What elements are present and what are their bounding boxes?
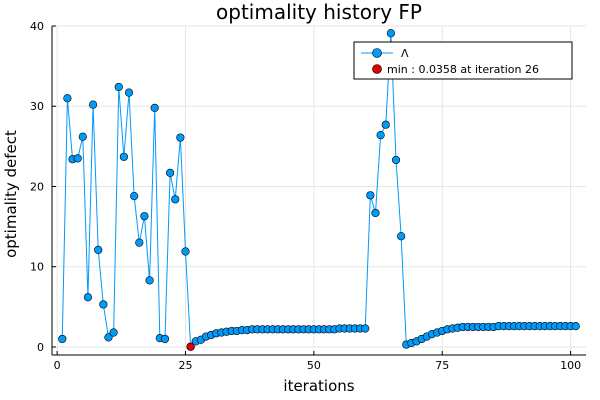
y-tick-label: 40 bbox=[30, 20, 44, 33]
data-point bbox=[140, 212, 149, 221]
data-point bbox=[73, 154, 82, 163]
data-point bbox=[114, 82, 123, 92]
data-point bbox=[78, 132, 87, 141]
data-point bbox=[135, 238, 144, 247]
data-point bbox=[381, 120, 390, 129]
data-point bbox=[94, 245, 103, 254]
data-point bbox=[386, 29, 395, 38]
data-point bbox=[150, 103, 159, 112]
series-lines bbox=[61, 33, 576, 348]
data-point bbox=[571, 322, 580, 331]
legend: Λ min : 0.0358 at iteration 26 bbox=[353, 41, 573, 80]
data-point bbox=[371, 208, 380, 218]
chart-title: optimality history FP bbox=[216, 0, 422, 24]
legend-box bbox=[353, 41, 573, 80]
y-tick-label: 10 bbox=[30, 261, 44, 274]
x-tick-label: 75 bbox=[435, 359, 449, 372]
legend-min-marker-swatch bbox=[372, 64, 382, 74]
y-tick-label: 0 bbox=[37, 341, 44, 354]
data-point bbox=[58, 334, 67, 344]
data-point bbox=[171, 195, 180, 204]
data-point bbox=[181, 247, 190, 256]
data-point bbox=[88, 100, 98, 109]
data-point bbox=[160, 334, 170, 344]
grid bbox=[52, 25, 586, 355]
y-tick-label: 30 bbox=[30, 100, 44, 113]
data-point bbox=[130, 192, 139, 201]
min-point bbox=[186, 342, 195, 351]
x-tick-label: 100 bbox=[560, 359, 581, 372]
data-point bbox=[366, 191, 375, 200]
x-tick-label: 0 bbox=[54, 359, 61, 372]
data-point bbox=[83, 293, 93, 302]
plot-frame bbox=[51, 26, 586, 356]
data-point bbox=[124, 88, 134, 97]
x-tick-label: 50 bbox=[307, 359, 321, 372]
series-points bbox=[58, 29, 580, 351]
y-axis-label: optimality defect bbox=[2, 130, 20, 258]
legend-label-series: Λ bbox=[401, 47, 409, 60]
y-tick-label: 20 bbox=[30, 180, 44, 193]
legend-label-min: min : 0.0358 at iteration 26 bbox=[387, 63, 539, 76]
axis-ticks: 0 25 50 75 100 0 10 20 30 40 bbox=[30, 20, 581, 372]
data-point bbox=[165, 168, 175, 177]
data-point bbox=[145, 276, 154, 285]
data-point bbox=[391, 155, 401, 165]
data-point bbox=[99, 300, 108, 309]
data-point bbox=[109, 328, 118, 337]
x-tick-label: 25 bbox=[179, 359, 193, 372]
legend-marker-swatch bbox=[372, 48, 382, 58]
data-point bbox=[104, 333, 113, 342]
series-line bbox=[61, 33, 576, 348]
data-point bbox=[63, 94, 72, 103]
data-point bbox=[361, 324, 370, 333]
data-point bbox=[119, 152, 128, 161]
data-point bbox=[176, 133, 185, 142]
data-point bbox=[376, 131, 385, 140]
data-point bbox=[397, 232, 406, 241]
x-axis-label: iterations bbox=[283, 377, 354, 395]
